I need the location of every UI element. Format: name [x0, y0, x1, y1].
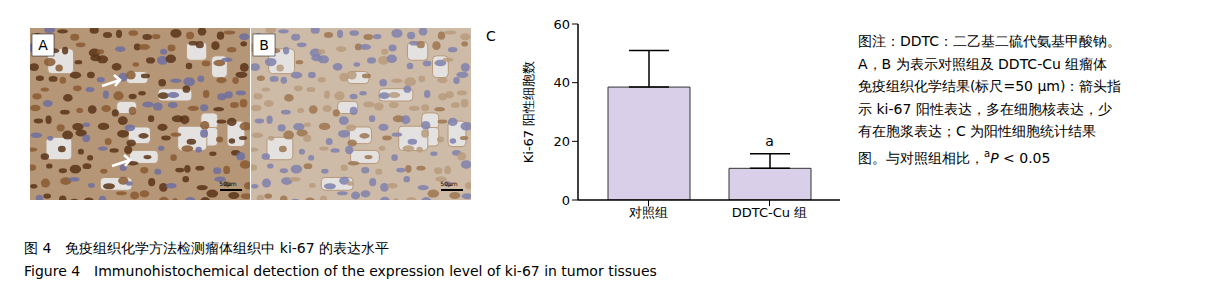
svg-text:20: 20 [553, 134, 570, 149]
svg-text:B: B [259, 37, 269, 53]
svg-text:DDTC-Cu 组: DDTC-Cu 组 [732, 205, 807, 220]
svg-text:50μm: 50μm [219, 180, 236, 188]
html-text:图注：DDTC：二乙基二硫代氨基甲酸钠。: 图注：DDTC：二乙基二硫代氨基甲酸钠。 [858, 33, 1122, 49]
svg-text:a: a [765, 133, 774, 149]
svg-text:40: 40 [553, 75, 570, 90]
svg-text:0: 0 [562, 193, 570, 208]
html-text:免疫组织化学结果(标尺=50 μm)：箭头指: 免疫组织化学结果(标尺=50 μm)：箭头指 [858, 78, 1122, 94]
html-text:A，B 为表示对照组及 DDTC-Cu 组瘤体: A，B 为表示对照组及 DDTC-Cu 组瘤体 [858, 55, 1108, 72]
svg-text:对照组: 对照组 [629, 205, 668, 220]
svg-text:A: A [38, 37, 48, 53]
html-text:有在胞浆表达；C 为阳性细胞统计结果: 有在胞浆表达；C 为阳性细胞统计结果 [858, 123, 1097, 139]
svg-text:50μm: 50μm [440, 180, 457, 188]
html-text:示 ki-67 阳性表达，多在细胞核表达，少: 示 ki-67 阳性表达，多在细胞核表达，少 [858, 100, 1112, 117]
html-text:图 4 免疫组织化学方法检测瘤体组织中 ki-67 的表达水: 图 4 免疫组织化学方法检测瘤体组织中 ki-67 的表达水平 [24, 240, 390, 256]
svg-text:60: 60 [553, 17, 570, 32]
html-text:C: C [486, 28, 496, 44]
html-text:Figure 4 Immunohistochemical d: Figure 4 Immunohistochemical detection o… [24, 263, 657, 279]
svg-text:Ki-67 阳性细胞数: Ki-67 阳性细胞数 [521, 61, 536, 164]
html-text:图。与对照组相比，aP < 0.05: 图。与对照组相比，aP < 0.05 [858, 147, 1051, 166]
